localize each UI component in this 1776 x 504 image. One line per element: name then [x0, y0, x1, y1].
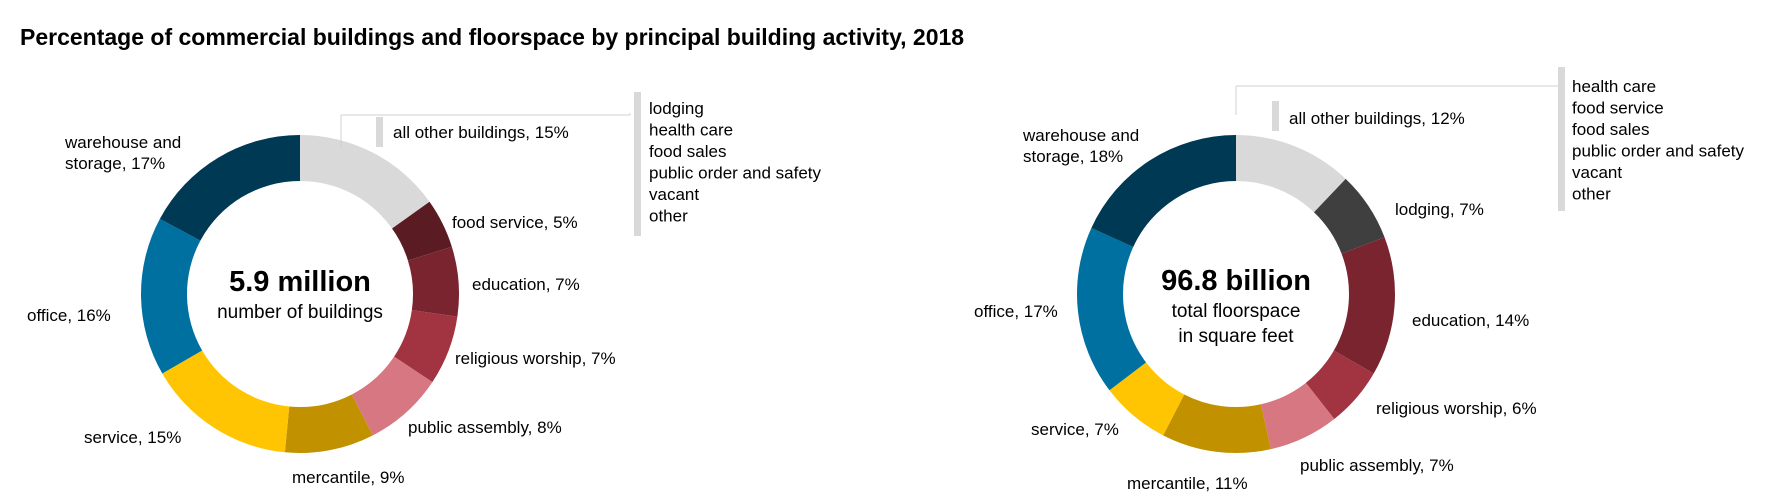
donut-slice-service: [162, 350, 290, 453]
other-bracket-bar: [634, 92, 641, 236]
other-category-public-order-and-safety: public order and safety: [649, 164, 821, 183]
other-category-health-care: health care: [1572, 77, 1656, 96]
other-category-lodging: lodging: [649, 99, 704, 118]
slice-label-food-service: food service, 5%: [452, 213, 578, 232]
other-bracket-bar: [1558, 67, 1565, 211]
donut-slice-warehouse-and-storage: [159, 135, 300, 241]
slice-label-service: service, 15%: [84, 428, 181, 447]
donut-slice-public-assembly: [1260, 382, 1335, 450]
other-category-vacant: vacant: [1572, 163, 1622, 182]
slice-label-mercantile: mercantile, 9%: [292, 468, 404, 487]
slice-label-religious-worship: religious worship, 6%: [1376, 399, 1537, 418]
donut-chart-floorspace: all other buildings, 12% lodging, 7% educa…: [974, 67, 1744, 493]
center-label: number of buildings: [217, 302, 383, 323]
donut-slice-education: [1333, 237, 1395, 374]
donut-slice-all-other-buildings: [300, 135, 430, 229]
donut-slice-service: [1109, 362, 1185, 436]
slice-label-office: office, 17%: [974, 302, 1058, 321]
chart-title: Percentage of commercial buildings and f…: [20, 24, 965, 50]
donut-slice-education: [407, 246, 459, 317]
slice-label-warehouse-and-storage: warehouse and storage, 17%: [64, 133, 181, 173]
slice-label-service: service, 7%: [1031, 420, 1119, 439]
donut-slice-office: [140, 218, 203, 374]
other-category-other: other: [1572, 185, 1611, 204]
center-value: 96.8 billion: [1161, 265, 1311, 297]
slice-label-religious-worship: religious worship, 7%: [455, 349, 616, 368]
slice-label-education: education, 14%: [1412, 311, 1529, 330]
slice-label-public-assembly: public assembly, 8%: [408, 418, 562, 437]
slice-label-warehouse-and-storage: warehouse and storage, 18%: [1022, 126, 1139, 166]
donut-slice-religious-worship: [1305, 350, 1374, 419]
donut-slice-mercantile: [1163, 394, 1272, 453]
other-marker-bar: [376, 117, 383, 147]
slice-label-all-other-buildings: all other buildings, 15%: [393, 123, 569, 142]
donut-slice-religious-worship: [394, 310, 458, 383]
other-category-food-sales: food sales: [649, 142, 727, 161]
other-category-health-care: health care: [649, 121, 733, 140]
center-label: in square feet: [1178, 326, 1294, 347]
donut-slice-food-service: [392, 201, 452, 261]
donut-slice-lodging: [1313, 178, 1385, 254]
other-connector-line: [1235, 85, 1560, 115]
donut-slice-mercantile: [284, 394, 373, 454]
other-category-vacant: vacant: [649, 185, 699, 204]
slice-label-office: office, 16%: [27, 306, 111, 325]
other-marker-bar: [1272, 101, 1279, 131]
donut-slice-warehouse-and-storage: [1091, 135, 1236, 248]
slice-label-education: education, 7%: [472, 275, 580, 294]
other-category-food-service: food service: [1572, 99, 1664, 118]
slice-label-mercantile: mercantile, 11%: [1127, 474, 1248, 493]
donut-chart-buildings: all other buildings, 15% food service, 5%…: [27, 92, 821, 487]
slice-label-all-other-buildings: all other buildings, 12%: [1289, 109, 1465, 128]
donut-slice-public-assembly: [351, 356, 433, 436]
slice-label-lodging: lodging, 7%: [1395, 200, 1484, 219]
center-label: total floorspace: [1172, 301, 1301, 322]
donut-slice-all-other-buildings: [1236, 135, 1346, 213]
donut-slice-office: [1077, 227, 1147, 391]
center-value: 5.9 million: [229, 266, 371, 298]
other-category-food-sales: food sales: [1572, 120, 1650, 139]
other-category-other: other: [649, 207, 688, 226]
other-connector-line: [340, 113, 631, 147]
slice-label-public-assembly: public assembly, 7%: [1300, 456, 1454, 475]
other-category-public-order-and-safety: public order and safety: [1572, 142, 1744, 161]
